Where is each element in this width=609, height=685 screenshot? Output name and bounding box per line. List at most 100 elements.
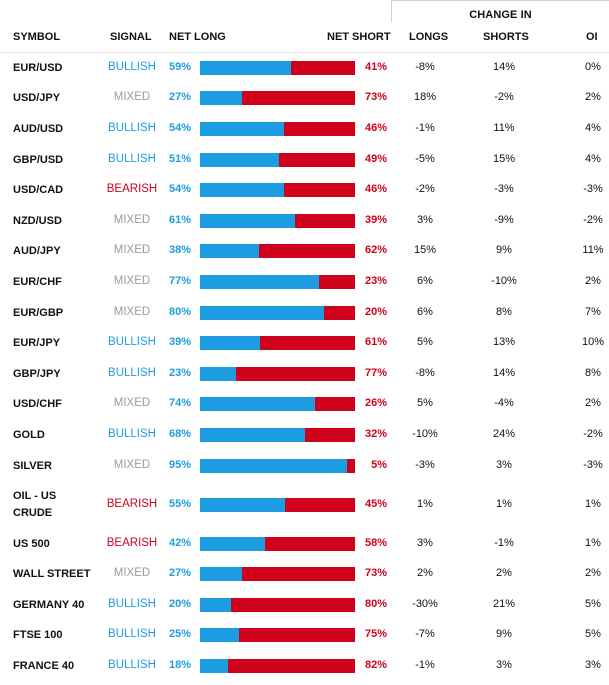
table-row[interactable]: EUR/USD BULLISH 59% 41% -8% 14% 0% [0,53,609,83]
net-short-value: 23% [365,275,388,287]
change-shorts-value: -9% [494,214,514,226]
table-row[interactable]: USD/CHF MIXED 74% 26% 5% -4% 2% [0,389,609,419]
net-long-value: 59% [169,61,192,73]
symbol-cell[interactable]: USD/CHF [13,398,62,410]
sentiment-bar [200,214,355,228]
net-short-value: 58% [365,537,388,549]
net-short-value: 5% [371,459,387,471]
net-long-value: 95% [169,459,192,471]
sentiment-bar [200,275,355,289]
net-long-value: 25% [169,628,192,640]
table-row[interactable]: AUD/USD BULLISH 54% 46% -1% 11% 4% [0,114,609,144]
net-short-value: 75% [365,628,388,640]
table-row[interactable]: AUD/JPY MIXED 38% 62% 15% 9% 11% [0,236,609,266]
net-long-fill [200,659,228,673]
net-long-value: 27% [169,91,192,103]
table-row[interactable]: GERMANY 40 BULLISH 20% 80% -30% 21% 5% [0,590,609,620]
table-row[interactable]: USD/JPY MIXED 27% 73% 18% -2% 2% [0,83,609,113]
net-long-fill [200,628,239,642]
table-row[interactable]: SILVER MIXED 95% 5% -3% 3% -3% [0,451,609,481]
net-long-value: 51% [169,153,192,165]
symbol-cell[interactable]: FTSE 100 [13,629,63,641]
col-oi[interactable]: OI [586,31,598,43]
symbol-cell[interactable]: EUR/CHF [13,276,62,288]
table-row[interactable]: GBP/USD BULLISH 51% 49% -5% 15% 4% [0,145,609,175]
change-longs-value: 3% [417,537,433,549]
table-row[interactable]: GOLD BULLISH 68% 32% -10% 24% -2% [0,420,609,450]
change-shorts-value: 2% [496,567,512,579]
symbol-cell[interactable]: EUR/GBP [13,307,64,319]
change-shorts-value: 14% [492,61,516,73]
table-row[interactable]: GBP/JPY BULLISH 23% 77% -8% 14% 8% [0,359,609,389]
net-long-value: 55% [169,498,192,510]
signal-cell: BULLISH [108,367,156,379]
net-long-fill [200,537,266,551]
change-longs-value: 3% [417,214,433,226]
sentiment-bar [200,428,355,442]
net-short-value: 62% [365,244,388,256]
col-net-long[interactable]: NET LONG [169,31,226,43]
change-longs-value: -30% [412,598,438,610]
symbol-cell[interactable]: GBP/USD [13,154,64,166]
sentiment-bar [200,306,355,320]
symbol-cell[interactable]: USD/JPY [13,92,61,104]
table-row[interactable]: FTSE 100 BULLISH 25% 75% -7% 9% 5% [0,620,609,650]
table-row[interactable]: NZD/USD MIXED 61% 39% 3% -9% -2% [0,206,609,236]
symbol-cell[interactable]: EUR/JPY [13,337,61,349]
symbol-cell[interactable]: EUR/USD [13,62,63,74]
table-row[interactable]: EUR/GBP MIXED 80% 20% 6% 8% 7% [0,298,609,328]
change-longs-value: 6% [417,306,433,318]
symbol-cell[interactable]: WALL STREET [13,568,91,580]
col-shorts[interactable]: SHORTS [483,31,529,43]
sentiment-bar [200,537,355,551]
table-row[interactable]: WALL STREET MIXED 27% 73% 2% 2% 2% [0,559,609,589]
signal-cell: MIXED [113,397,151,409]
symbol-cell[interactable]: SILVER [13,460,52,472]
sentiment-bar [200,367,355,381]
net-long-fill [200,153,280,167]
sentiment-bar [200,153,355,167]
change-oi-value: 5% [585,628,601,640]
change-oi-value: 2% [585,275,601,287]
change-shorts-value: 15% [492,153,516,165]
symbol-cell[interactable]: FRANCE 40 [13,660,75,672]
symbol-cell[interactable]: US 500 [13,538,50,550]
change-shorts-value: 24% [492,428,516,440]
signal-cell: BULLISH [108,628,156,640]
change-oi-value: 8% [585,367,601,379]
net-long-fill [200,428,306,442]
col-longs[interactable]: LONGS [409,31,449,43]
sentiment-bar [200,183,355,197]
table-row[interactable]: EUR/JPY BULLISH 39% 61% 5% 13% 10% [0,328,609,358]
symbol-cell[interactable]: NZD/USD [13,215,62,227]
sentiment-bar [200,459,355,473]
symbol-cell[interactable]: AUD/JPY [13,245,61,257]
table-row[interactable]: EUR/CHF MIXED 77% 23% 6% -10% 2% [0,267,609,297]
symbol-cell[interactable]: USD/CAD [13,184,64,196]
symbol-cell[interactable]: GOLD [13,429,45,441]
symbol-cell[interactable]: OIL - US CRUDE [13,490,57,519]
net-long-fill [200,275,320,289]
table-row[interactable]: OIL - US CRUDE BEARISH 55% 45% 1% 1% 1% [0,490,609,520]
table-row[interactable]: FRANCE 40 BULLISH 18% 82% -1% 3% 3% [0,651,609,681]
col-signal[interactable]: SIGNAL [110,31,152,43]
net-long-value: 42% [169,537,192,549]
symbol-cell[interactable]: AUD/USD [13,123,64,135]
change-oi-value: 5% [585,598,601,610]
symbol-cell[interactable]: GBP/JPY [13,368,61,380]
net-long-fill [200,122,284,136]
table-row[interactable]: USD/CAD BEARISH 54% 46% -2% -3% -3% [0,175,609,205]
net-long-value: 80% [169,306,192,318]
sentiment-bar [200,659,355,673]
change-oi-value: 1% [585,498,601,510]
net-long-fill [200,367,236,381]
col-symbol[interactable]: SYMBOL [13,31,61,43]
sentiment-bar [200,61,355,75]
change-longs-value: 5% [417,397,433,409]
col-net-short[interactable]: NET SHORT [327,31,391,43]
symbol-cell[interactable]: GERMANY 40 [13,599,85,611]
change-oi-value: 10% [581,336,605,348]
table-row[interactable]: US 500 BEARISH 42% 58% 3% -1% 1% [0,529,609,559]
signal-cell: MIXED [113,91,151,103]
change-in-label: CHANGE IN [469,9,532,21]
